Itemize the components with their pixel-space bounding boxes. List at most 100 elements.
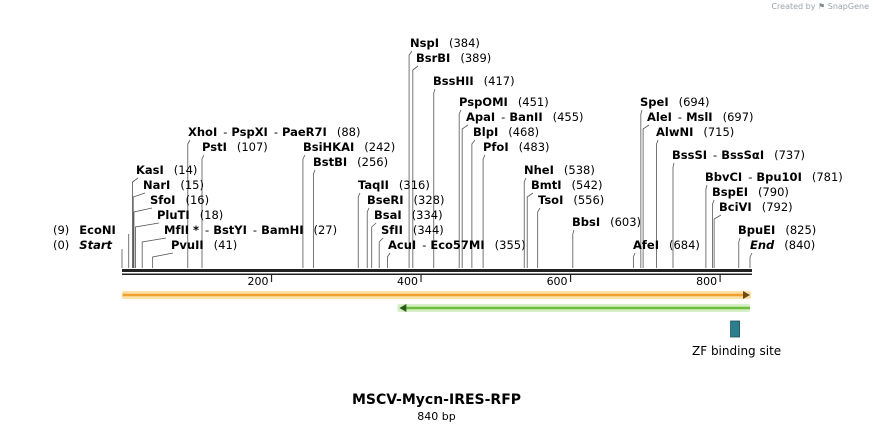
- enzyme-name[interactable]: BstYI: [213, 223, 247, 237]
- enzyme-label[interactable]: AleI - MslI (697): [647, 110, 754, 124]
- enzyme-name[interactable]: MfII *: [164, 223, 200, 237]
- enzyme-name[interactable]: TaqII: [358, 178, 389, 192]
- enzyme-name[interactable]: PvuII: [171, 238, 204, 252]
- site-position: (41): [213, 238, 238, 252]
- enzyme-name[interactable]: SfII: [381, 223, 403, 237]
- enzyme-name[interactable]: BseRI: [367, 193, 404, 207]
- enzyme-name[interactable]: PstI: [202, 140, 227, 154]
- enzyme-label[interactable]: BsrBI (389): [416, 51, 491, 65]
- feature-green-arrow[interactable]: [397, 304, 750, 312]
- site-leader-line: [433, 88, 436, 268]
- site-position: (556): [573, 193, 605, 207]
- enzyme-name[interactable]: PspXI: [231, 125, 268, 139]
- enzyme-name[interactable]: EcoNI: [79, 223, 116, 237]
- enzyme-label[interactable]: NheI (538): [524, 163, 595, 177]
- enzyme-label[interactable]: PstI (107): [202, 140, 268, 154]
- site-leader-line: [526, 192, 534, 268]
- enzyme-label[interactable]: BciVI (792): [719, 200, 793, 214]
- enzyme-label[interactable]: MfII * - BstYI - BamHI (27): [164, 223, 337, 237]
- enzyme-label[interactable]: (9) EcoNI: [53, 223, 116, 237]
- enzyme-name[interactable]: NheI: [524, 163, 554, 177]
- enzyme-name[interactable]: PspOMI: [459, 95, 508, 109]
- enzyme-label[interactable]: ApaI - BanII (455): [466, 110, 584, 124]
- enzyme-name[interactable]: AlwNI: [656, 125, 694, 139]
- enzyme-label[interactable]: TaqII (316): [358, 178, 430, 192]
- enzyme-name[interactable]: BssHII: [433, 74, 474, 88]
- enzyme-label[interactable]: SpeI (694): [640, 95, 710, 109]
- enzyme-label[interactable]: End (840): [750, 238, 815, 252]
- enzyme-label[interactable]: SfII (344): [381, 223, 444, 237]
- site-leader-line: [366, 207, 370, 268]
- enzyme-label[interactable]: (0) Start: [53, 238, 112, 252]
- enzyme-label[interactable]: BssSI - BssSαI (737): [672, 148, 805, 162]
- enzyme-name[interactable]: PfoI: [483, 140, 509, 154]
- enzyme-label[interactable]: BlpI (468): [473, 125, 539, 139]
- enzyme-label[interactable]: KasI (14): [136, 163, 197, 177]
- enzyme-label[interactable]: BmtI (542): [531, 178, 602, 192]
- enzyme-name[interactable]: TsoI: [538, 193, 564, 207]
- enzyme-label[interactable]: BbvCI - Bpu10I (781): [705, 170, 843, 184]
- enzyme-separator: -: [422, 238, 427, 252]
- enzyme-name[interactable]: BciVI: [719, 200, 752, 214]
- enzyme-name[interactable]: PluTI: [157, 208, 190, 222]
- enzyme-label[interactable]: BsiHKAI (242): [303, 140, 395, 154]
- enzyme-name[interactable]: Start: [79, 238, 113, 252]
- enzyme-label[interactable]: PfoI (483): [483, 140, 550, 154]
- enzyme-label[interactable]: AlwNI (715): [656, 125, 734, 139]
- enzyme-name[interactable]: BamHI: [261, 223, 304, 237]
- enzyme-label[interactable]: NarI (15): [143, 178, 204, 192]
- site-leader-line: [705, 184, 708, 268]
- enzyme-name[interactable]: BsrBI: [416, 51, 451, 65]
- enzyme-name[interactable]: BstBI: [313, 155, 348, 169]
- enzyme-name[interactable]: SpeI: [640, 95, 669, 109]
- enzyme-name[interactable]: BsaI: [374, 208, 402, 222]
- enzyme-name[interactable]: SfoI: [150, 193, 176, 207]
- enzyme-name[interactable]: BsiHKAI: [303, 140, 355, 154]
- enzyme-name[interactable]: MslI: [686, 110, 713, 124]
- enzyme-label[interactable]: XhoI - PspXI - PaeR7I (88): [188, 125, 360, 139]
- enzyme-name[interactable]: Eco57MI: [430, 238, 485, 252]
- enzyme-label[interactable]: PluTI (18): [157, 208, 223, 222]
- feature-label-zf-binding-site[interactable]: ZF binding site: [692, 344, 782, 358]
- enzyme-name[interactable]: NspI: [410, 36, 439, 50]
- enzyme-label[interactable]: BspEI (790): [712, 185, 789, 199]
- enzyme-name[interactable]: PaeR7I: [282, 125, 327, 139]
- feature-orange-arrow[interactable]: [121, 291, 751, 299]
- feature-zf-binding-site[interactable]: [730, 320, 740, 338]
- enzyme-name[interactable]: AfeI: [633, 238, 659, 252]
- enzyme-name[interactable]: BbvCI: [705, 170, 743, 184]
- enzyme-name[interactable]: XhoI: [188, 125, 218, 139]
- enzyme-name[interactable]: BspEI: [712, 185, 748, 199]
- enzyme-label[interactable]: SfoI (16): [150, 193, 209, 207]
- enzyme-name[interactable]: BmtI: [531, 178, 562, 192]
- enzyme-label[interactable]: BstBI (256): [313, 155, 388, 169]
- enzyme-name[interactable]: AleI: [647, 110, 672, 124]
- enzyme-name[interactable]: BlpI: [473, 125, 499, 139]
- enzyme-name[interactable]: BssSI: [672, 148, 708, 162]
- site-leader-line: [632, 252, 636, 268]
- enzyme-label[interactable]: BssHII (417): [433, 74, 515, 88]
- enzyme-label[interactable]: AcuI - Eco57MI (355): [388, 238, 526, 252]
- enzyme-name[interactable]: KasI: [136, 163, 164, 177]
- enzyme-name[interactable]: Bpu10I: [756, 170, 802, 184]
- enzyme-separator: -: [273, 125, 278, 139]
- enzyme-name[interactable]: BbsI: [572, 215, 601, 229]
- enzyme-label[interactable]: NspI (384): [410, 36, 480, 50]
- enzyme-label[interactable]: AfeI (684): [633, 238, 700, 252]
- enzyme-label[interactable]: TsoI (556): [538, 193, 604, 207]
- enzyme-name[interactable]: ApaI: [466, 110, 496, 124]
- enzyme-name[interactable]: BpuEI: [738, 223, 776, 237]
- enzyme-name[interactable]: BanII: [509, 110, 543, 124]
- enzyme-label[interactable]: BpuEI (825): [738, 223, 816, 237]
- enzyme-name[interactable]: BssSαI: [721, 148, 765, 162]
- site-leader-line: [738, 237, 741, 268]
- enzyme-name[interactable]: NarI: [143, 178, 171, 192]
- enzyme-label[interactable]: BseRI (328): [367, 193, 444, 207]
- enzyme-label[interactable]: PspOMI (451): [459, 95, 549, 109]
- enzyme-name[interactable]: End: [750, 238, 775, 252]
- enzyme-label[interactable]: BbsI (603): [572, 215, 641, 229]
- enzyme-label[interactable]: PvuII (41): [171, 238, 237, 252]
- enzyme-label[interactable]: BsaI (334): [374, 208, 443, 222]
- site-position: (455): [552, 110, 584, 124]
- enzyme-name[interactable]: AcuI: [388, 238, 417, 252]
